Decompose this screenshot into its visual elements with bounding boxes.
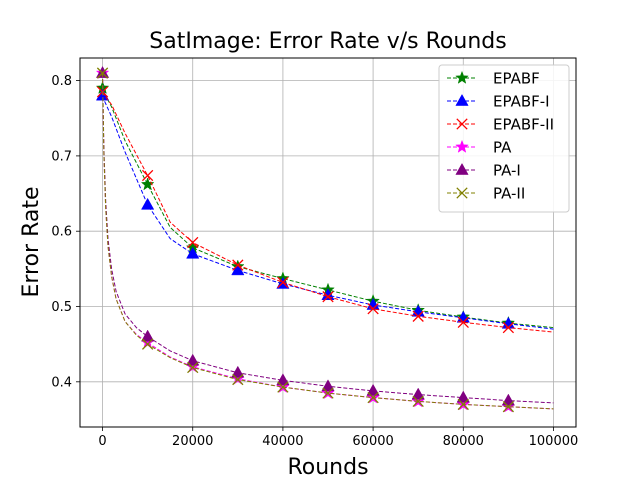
data-point xyxy=(232,259,244,271)
data-point xyxy=(277,381,289,393)
legend-marker xyxy=(455,70,469,84)
x-tick-label: 40000 xyxy=(262,434,303,449)
x-tick-label: 100000 xyxy=(529,434,579,449)
x-tick-label: 60000 xyxy=(352,434,393,449)
series-line xyxy=(102,73,554,410)
data-point xyxy=(232,373,244,386)
data-point xyxy=(367,303,379,315)
y-tick-label: 0.4 xyxy=(51,375,72,390)
series-pa-ii xyxy=(96,67,554,413)
legend-marker xyxy=(456,118,468,130)
legend-item: EPABF-I xyxy=(447,93,550,111)
legend-label: PA xyxy=(493,139,512,157)
legend-item: PA-II xyxy=(447,185,525,203)
legend-marker xyxy=(456,187,468,199)
x-tick-label: 20000 xyxy=(172,434,213,449)
data-point xyxy=(141,338,154,350)
data-point xyxy=(367,391,379,404)
legend-label: PA-I xyxy=(493,162,521,180)
data-point xyxy=(141,197,155,210)
x-axis-label: Rounds xyxy=(287,455,368,480)
data-point xyxy=(231,263,245,276)
legend-item: EPABF xyxy=(447,70,540,88)
data-point xyxy=(277,276,289,289)
data-point xyxy=(96,67,109,79)
data-point xyxy=(502,321,515,334)
data-point xyxy=(366,383,380,396)
data-point xyxy=(231,365,245,378)
data-point xyxy=(141,169,154,182)
data-point xyxy=(140,177,155,191)
chart-title: SatImage: Error Rate v/s Rounds xyxy=(149,29,506,54)
legend-item: EPABF-II xyxy=(447,116,554,134)
data-point xyxy=(457,316,469,328)
series-line xyxy=(102,91,554,333)
data-point xyxy=(276,373,290,386)
legend-item: PA-I xyxy=(447,162,521,180)
legend-marker xyxy=(455,93,469,106)
legend-marker xyxy=(455,139,469,153)
data-point xyxy=(187,236,199,249)
data-point xyxy=(456,390,470,403)
x-tick-label: 0 xyxy=(98,434,106,449)
x-axis: 0 20000 40000 60000 80000 100000 xyxy=(98,427,578,449)
x-tick-label: 80000 xyxy=(443,434,484,449)
y-axis-label: Error Rate xyxy=(19,186,44,297)
data-point xyxy=(186,246,200,259)
data-point xyxy=(321,379,335,392)
data-point xyxy=(141,329,155,342)
y-tick-label: 0.5 xyxy=(51,300,72,315)
legend-label: PA-II xyxy=(493,185,525,203)
y-tick-label: 0.8 xyxy=(51,74,72,89)
data-point xyxy=(411,387,425,400)
data-point xyxy=(457,398,469,411)
legend-marker xyxy=(455,162,469,175)
legend-label: EPABF xyxy=(493,70,540,88)
y-tick-label: 0.6 xyxy=(51,225,72,240)
data-point xyxy=(322,387,334,399)
data-point xyxy=(187,361,199,374)
data-point xyxy=(186,353,200,366)
data-point xyxy=(95,66,110,78)
legend-box xyxy=(438,64,570,213)
data-point xyxy=(501,393,515,406)
data-point xyxy=(502,401,515,413)
y-axis: 0.4 0.5 0.6 0.7 0.8 xyxy=(51,74,80,390)
legend-label: EPABF-II xyxy=(493,116,554,134)
legend-label: EPABF-I xyxy=(493,93,550,111)
legend: EPABF EPABF-I EPABF-II PA PA-I PA-II xyxy=(438,64,570,213)
series-layer xyxy=(95,65,554,413)
data-point xyxy=(412,395,424,408)
data-point xyxy=(412,310,424,322)
plot-frame xyxy=(79,57,577,428)
data-point xyxy=(322,291,334,303)
y-tick-label: 0.7 xyxy=(51,149,72,164)
legend-item: PA xyxy=(447,139,512,157)
